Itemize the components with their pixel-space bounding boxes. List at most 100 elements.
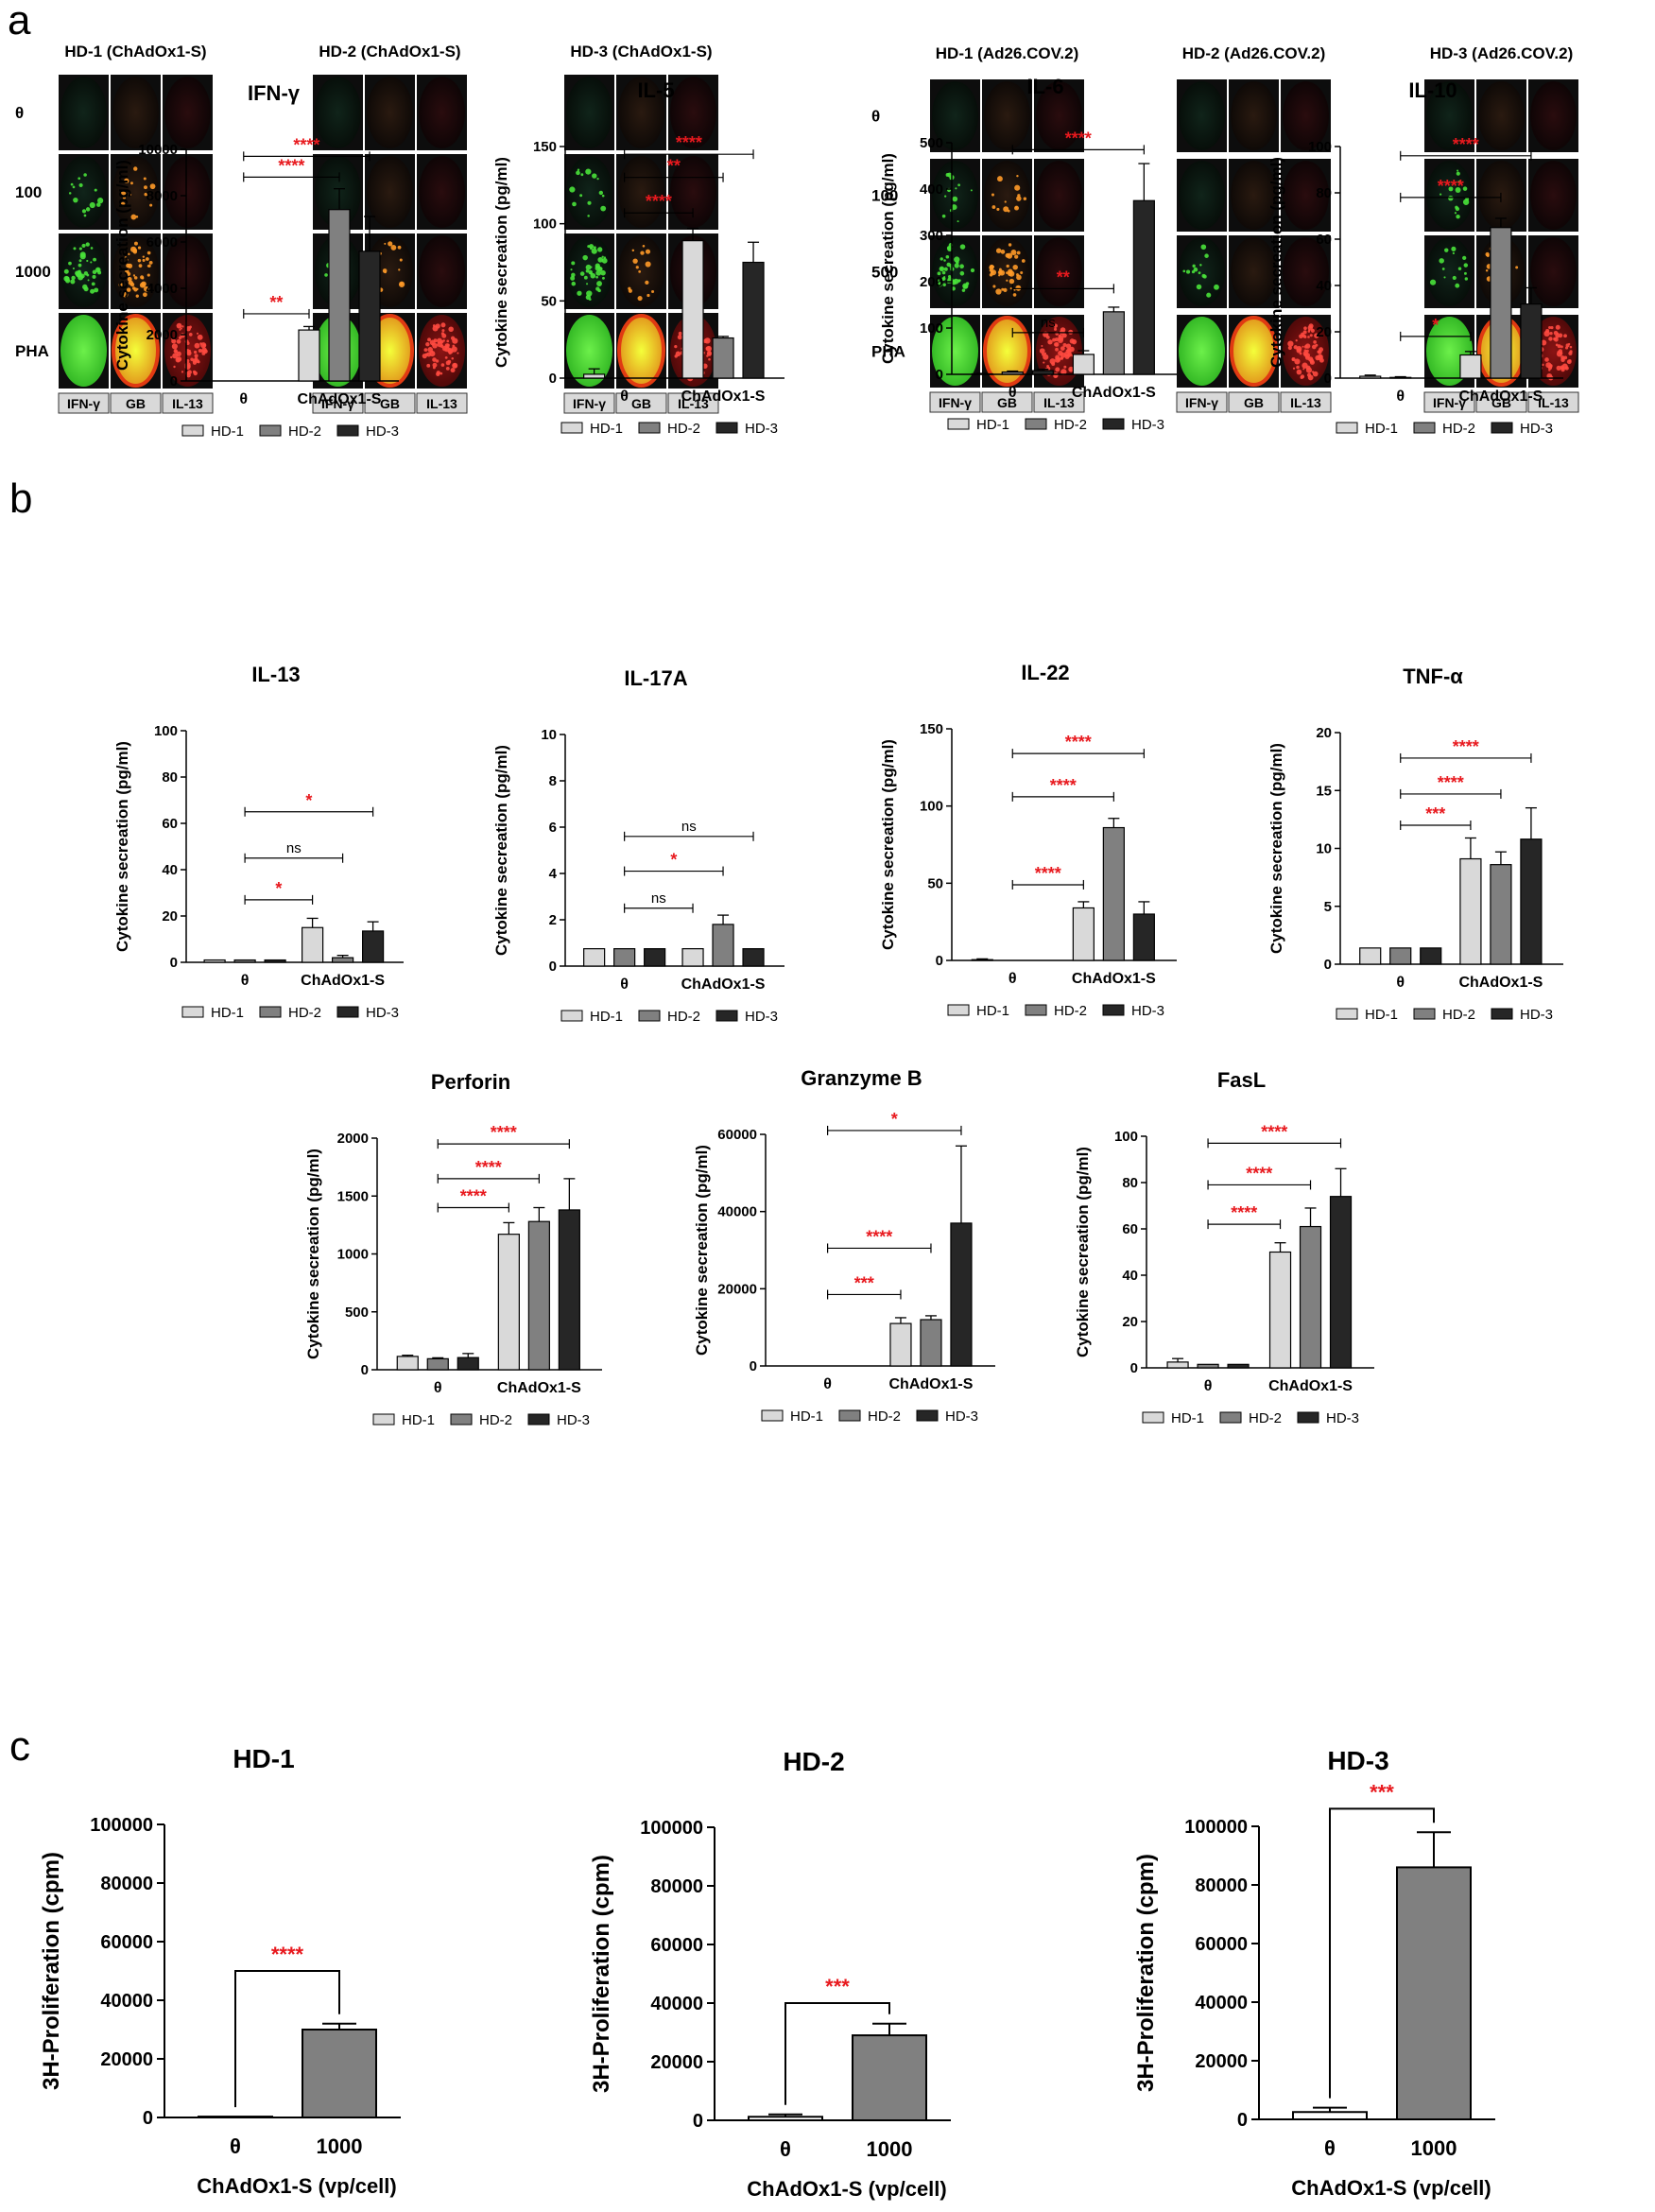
y-axis-label: Cytokine secreation (pg/ml) [1267,157,1285,368]
spot [78,263,82,268]
y-tick-label: 8000 [147,188,178,204]
well-circle [164,235,211,307]
bar-hd-2 [1299,1225,1322,1369]
elispot-panel: HD-1 (ChAdOx1-S) IFN-γ GB IL-13 HD-2 (ChAdOx… [15,43,1579,414]
significance-label: *** [854,1273,874,1292]
spot [1300,374,1305,379]
spot [432,325,439,332]
cytokine-label: GB [1244,395,1264,410]
spot [952,196,958,202]
spot [429,350,436,357]
cytokine-label: IL-13 [1538,395,1569,410]
spot [1319,354,1323,359]
spot [645,280,649,285]
bar-hd-2 [527,1220,550,1371]
spot [637,296,643,302]
chart-title: HD-3 [1327,1746,1388,1775]
y-axis-label: Cytokine secreation (pg/ml) [113,160,131,371]
x-category-label: θ [1204,1378,1213,1394]
x-category-label: θ [230,2134,241,2158]
y-axis-label: Cytokine secreation (pg/ml) [693,1145,711,1356]
chart-title: IL-6 [1026,75,1063,98]
spot [1200,244,1207,251]
spot [1008,243,1012,247]
spot [1041,345,1043,348]
spot [1307,336,1310,338]
spot [451,346,457,353]
chart-title: IL-13 [251,663,300,686]
spot [1055,367,1060,372]
significance-label: **** [278,156,304,175]
spot [1569,345,1573,349]
y-tick-label: 2 [549,912,557,928]
chart-title: IL-10 [1408,78,1457,102]
well-circle [566,77,612,148]
cytokine-label: IFN-γ [67,396,100,411]
spot [1299,352,1302,355]
significance-label: ** [269,293,283,312]
significance-label: **** [1453,135,1479,154]
bar-vaccine [302,2029,377,2118]
spot [1003,287,1008,292]
significance-label: **** [1438,177,1464,196]
spot [1069,368,1074,372]
significance-label: * [670,851,677,870]
spot [180,327,182,330]
cytokine-label: IL-13 [426,396,457,411]
bar-hd-2 [1102,311,1125,375]
y-tick-label: 20 [1316,324,1332,340]
spot [1006,264,1009,268]
panel-label-a: a [8,0,31,43]
spot [454,365,457,369]
x-category-label: 1000 [867,2137,913,2161]
spot [1309,359,1315,365]
spot [1054,337,1059,342]
well-circle [984,317,1030,386]
well-circle [618,315,664,387]
y-axis-label: 3H-Proliferation (cpm) [589,1855,614,2093]
bar-hd-2 [1389,376,1412,379]
bar-hd-1 [1072,907,1095,961]
y-tick-label: 0 [1324,957,1332,973]
significance-label: * [1432,316,1439,335]
spot [1455,283,1460,288]
spot [1303,349,1307,353]
spot [1441,268,1445,270]
y-tick-label: 500 [345,1305,369,1321]
spot [390,244,397,251]
y-tick-label: 10 [541,727,557,743]
spot [1556,365,1561,371]
spot [129,282,135,287]
y-tick-label: 0 [170,955,178,971]
spot [1302,334,1306,338]
spot [79,251,86,258]
significance-label: **** [475,1158,502,1177]
y-tick-label: 0 [361,1362,369,1378]
well-circle [670,156,716,228]
spot [118,283,124,287]
well-rim [112,314,160,388]
spot [1558,333,1563,338]
spot [124,178,129,183]
spot [1061,333,1067,338]
spot [1055,354,1060,360]
spot [1550,326,1554,330]
well-circle [315,77,361,148]
spot [1014,254,1019,259]
cytokine-label: IL-13 [678,396,709,411]
spot [138,264,143,268]
y-tick-label: 40000 [650,1994,703,2014]
spot [677,335,682,340]
cytokine-label: GB [380,396,400,411]
legend-swatch [715,1010,738,1022]
significance-label: **** [1065,733,1092,752]
spot [1549,332,1553,336]
well-circle [618,156,664,228]
cytokine-label: IL-13 [1043,395,1075,410]
legend-swatch [1025,418,1047,430]
significance-label: **** [1035,864,1061,883]
spot [1313,340,1317,344]
spot [1204,253,1209,258]
spot [176,351,181,357]
